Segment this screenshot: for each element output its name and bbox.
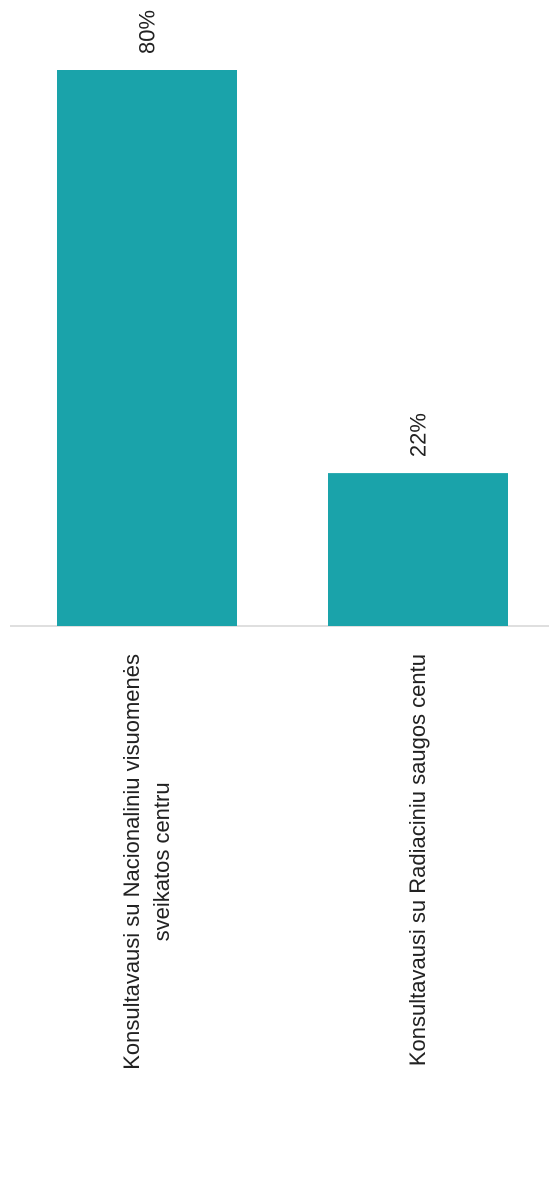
value-labels-group: 80% 22% (135, 10, 431, 457)
bars-group (57, 70, 508, 626)
category-label-1: Konsultavausi su Nacionaliniu visuomenės… (119, 654, 174, 1070)
value-label-1: 80% (135, 10, 160, 54)
category-label-1-line-2: sveikatos centru (149, 782, 174, 941)
value-label-2: 22% (406, 413, 431, 457)
category-label-2: Konsultavausi su Radiaciniu saugos centu (405, 654, 430, 1066)
bar-2 (328, 473, 508, 626)
category-label-2-line-1: Konsultavausi su Radiaciniu saugos centu (405, 654, 430, 1066)
category-labels-group: Konsultavausi su Nacionaliniu visuomenės… (119, 654, 430, 1070)
bar-1 (57, 70, 237, 626)
category-label-1-line-1: Konsultavausi su Nacionaliniu visuomenės (119, 654, 144, 1070)
